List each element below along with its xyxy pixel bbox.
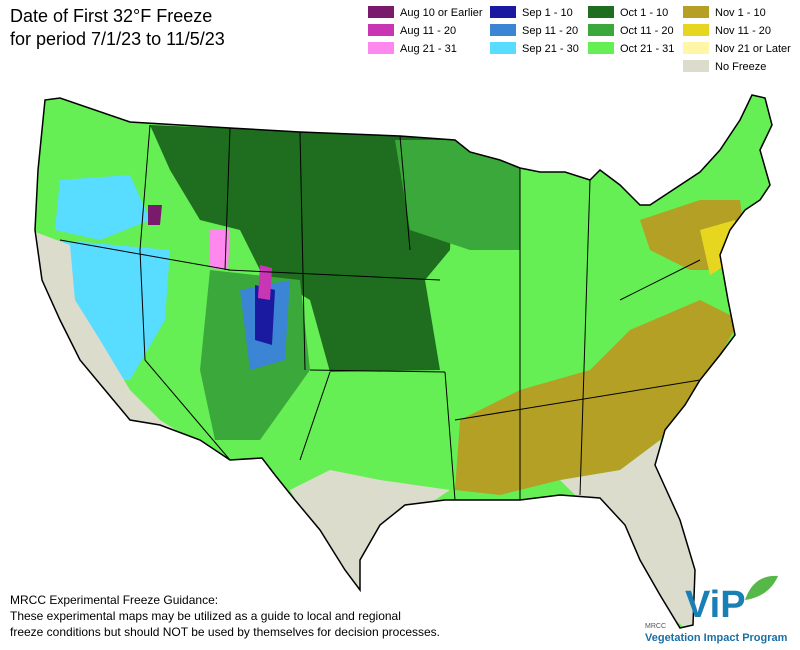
map-title: Date of First 32°F Freeze [10,6,212,26]
legend-label: Oct 11 - 20 [620,25,674,37]
legend-swatch [683,24,709,36]
region-no-freeze-ca [35,230,200,445]
region-no-freeze-tx [290,470,450,600]
legend-label: Aug 21 - 31 [400,43,457,55]
legend: Aug 10 or Earlier Aug 11 - 20 Aug 21 - 31 S… [368,6,791,73]
region-aug-11-20 [258,265,272,300]
footer-text: These experimental maps may be utilized … [10,609,401,623]
legend-label: Aug 11 - 20 [400,25,456,37]
us-outline [34,94,773,629]
footer-text: freeze conditions but should NOT be used… [10,625,440,639]
legend-label: No Freeze [715,61,766,73]
legend-swatch [683,60,709,72]
legend-label: Sep 11 - 20 [522,25,578,37]
state-lines [34,94,773,629]
map-subtitle: for period 7/1/23 to 11/5/23 [10,29,225,49]
footer-heading: MRCC Experimental Freeze Guidance: [10,593,218,607]
region-oct-11-20 [395,140,520,250]
legend-swatch [490,24,516,36]
region-aug-10-or-earlier [148,205,162,225]
legend-label: Sep 1 - 10 [522,7,573,19]
logo: ViP MRCC Vegetation Impact Program [645,575,788,644]
logo-mark: ViP [685,584,746,626]
legend-swatch [368,42,394,54]
region-aug-21-31 [210,230,230,270]
legend-label: Aug 10 or Earlier [400,7,483,19]
region-nov-1-10 [455,300,740,495]
state-boundaries [59,124,701,501]
legend-swatch [490,6,516,18]
legend-label: Oct 1 - 10 [620,7,668,19]
legend-swatch [588,6,614,18]
logo-leaf [745,575,778,600]
region-sep-21-30-nw [55,175,150,240]
logo-org: MRCC [645,623,666,630]
legend-swatch [368,6,394,18]
legend-swatch [588,24,614,36]
legend-swatch [683,6,709,18]
legend-label: Nov 21 or Later [715,43,791,55]
map-regions [35,95,772,628]
legend-label: Oct 21 - 31 [620,43,674,55]
legend-swatch [490,42,516,54]
legend-swatch [588,42,614,54]
legend-swatch [683,42,709,54]
legend-label: Nov 1 - 10 [715,7,766,19]
legend-label: Sep 21 - 30 [522,43,579,55]
logo-name: Vegetation Impact Program [645,632,788,644]
legend-label: Nov 11 - 20 [715,25,771,37]
legend-swatch [368,24,394,36]
